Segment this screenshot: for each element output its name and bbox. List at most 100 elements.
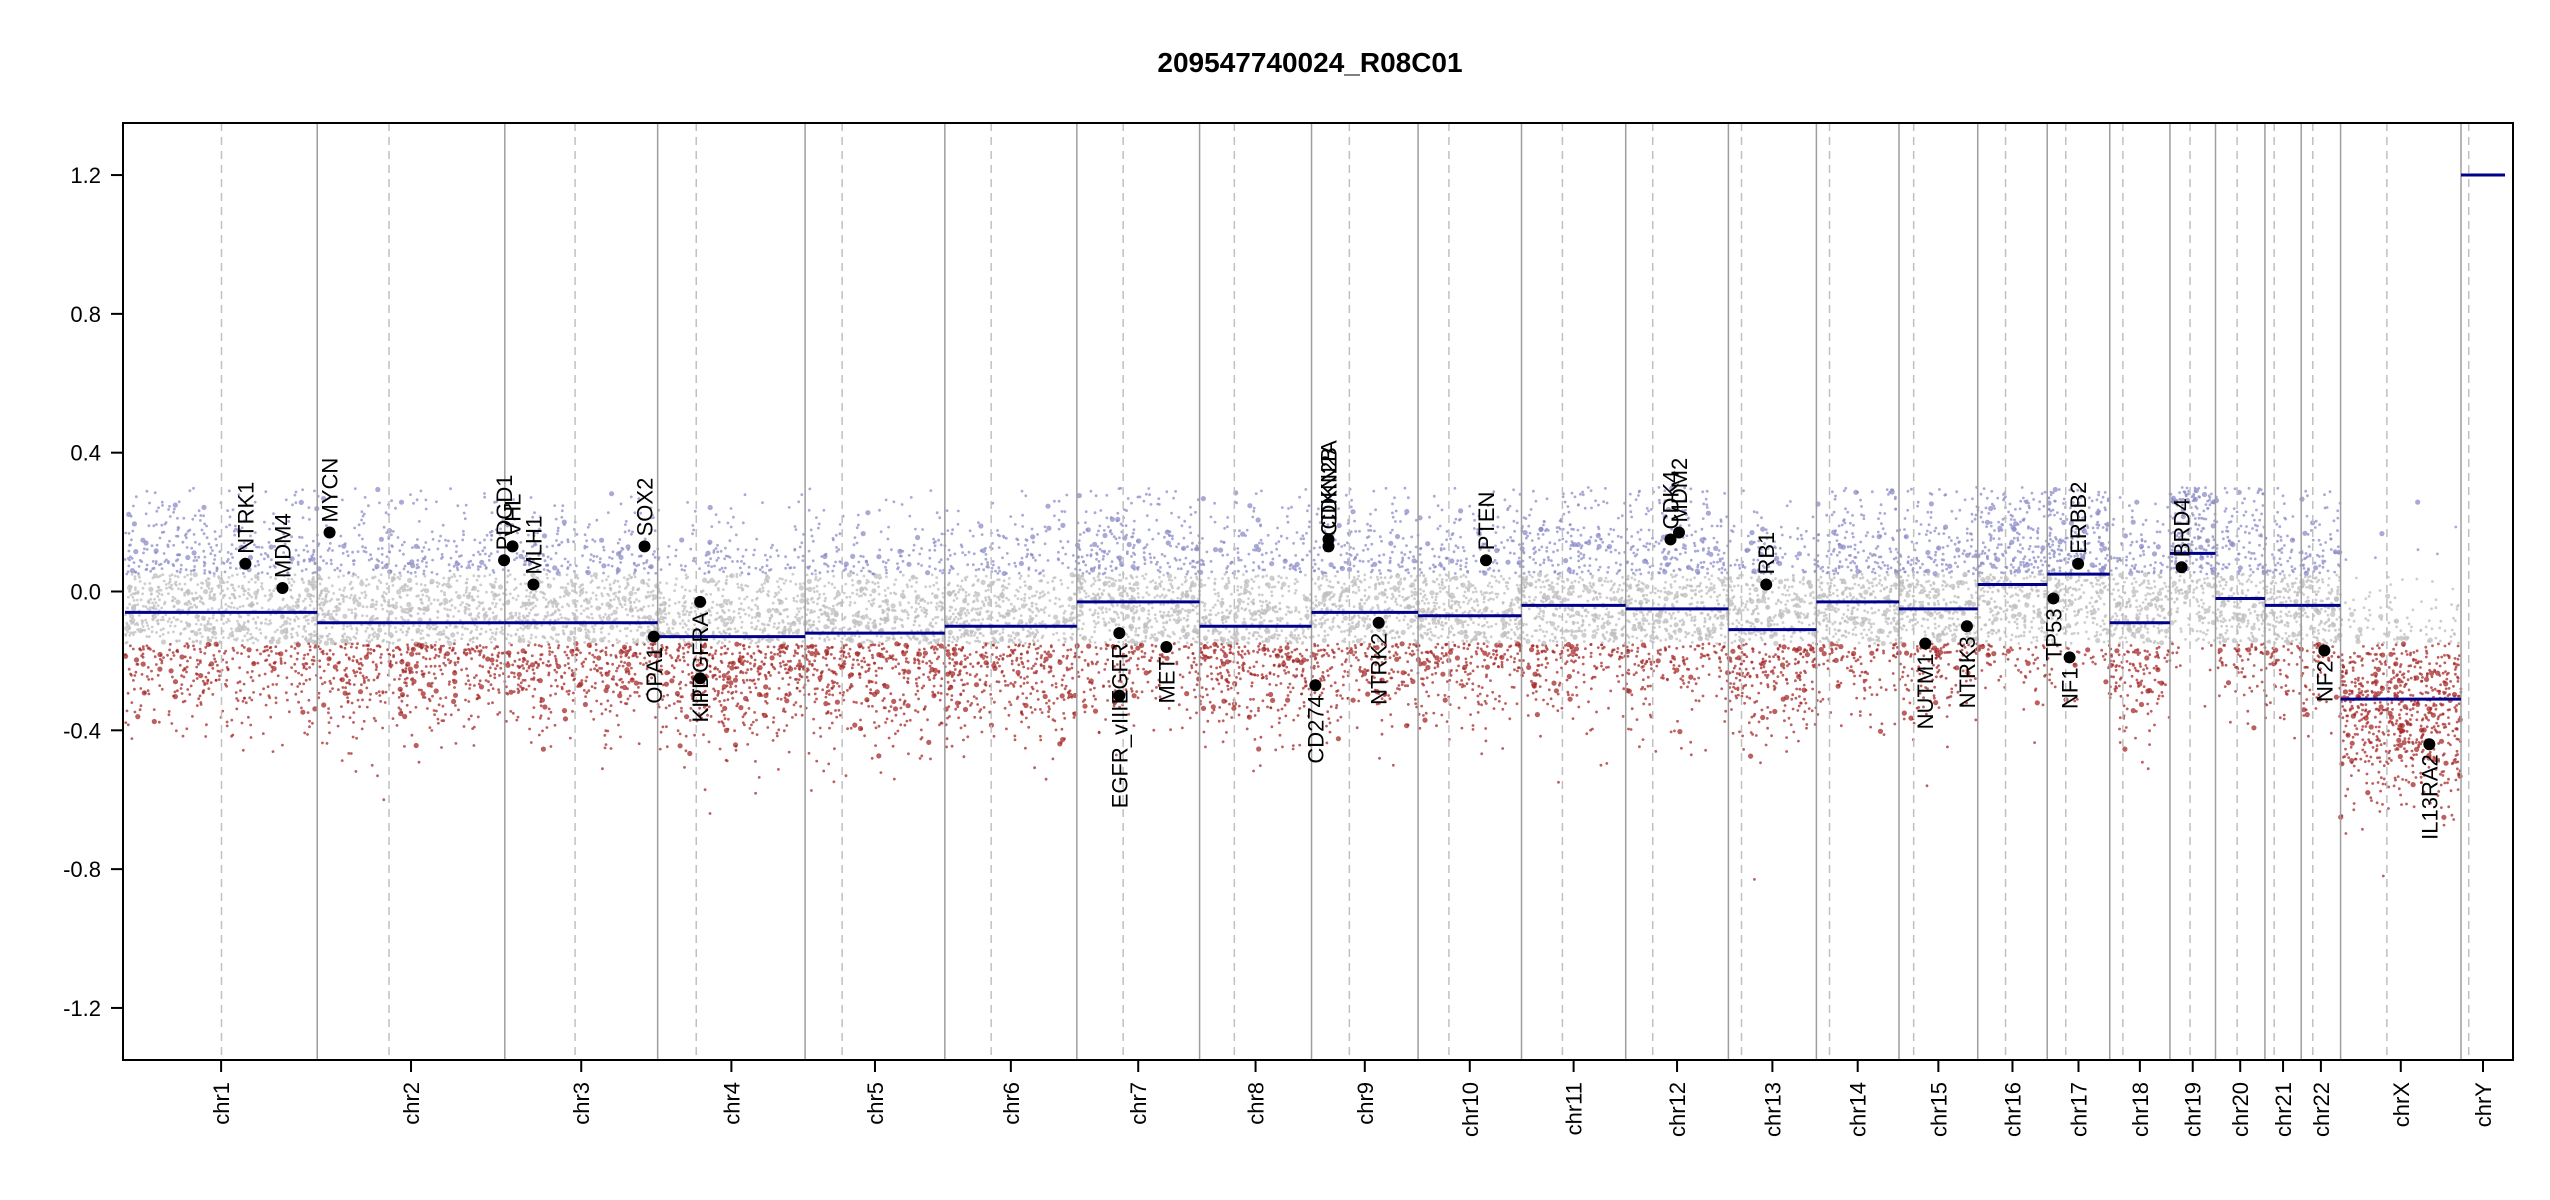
probe-point — [191, 517, 195, 521]
probe-point — [402, 552, 405, 556]
probe-point — [755, 590, 759, 594]
probe-point — [359, 667, 362, 671]
probe-point — [268, 527, 271, 531]
probe-point — [882, 706, 886, 710]
probe-point — [375, 644, 379, 648]
probe-point — [236, 527, 242, 534]
probe-point — [766, 608, 772, 614]
probe-point — [228, 523, 232, 527]
probe-point — [636, 609, 640, 613]
probe-point — [879, 530, 883, 534]
probe-point — [932, 583, 936, 587]
probe-point — [351, 659, 355, 663]
probe-point — [778, 611, 782, 615]
probe-point — [170, 620, 173, 624]
probe-point — [732, 742, 739, 748]
probe-point — [610, 564, 614, 568]
probe-point — [405, 607, 408, 611]
probe-point — [518, 615, 521, 618]
probe-point — [249, 736, 253, 739]
probe-point — [740, 620, 744, 624]
probe-point — [846, 727, 849, 731]
probe-point — [766, 580, 770, 584]
probe-point — [541, 729, 544, 733]
probe-point — [674, 716, 678, 720]
probe-point — [755, 611, 762, 617]
probe-point — [783, 696, 787, 700]
probe-point — [145, 567, 149, 571]
probe-point — [817, 522, 821, 526]
probe-point — [443, 653, 447, 657]
probe-point — [172, 502, 178, 508]
probe-point — [183, 699, 187, 703]
probe-point — [560, 676, 564, 679]
probe-point — [163, 602, 166, 606]
probe-point — [420, 629, 424, 632]
probe-point — [783, 663, 786, 667]
probe-point — [914, 693, 918, 696]
probe-point — [546, 583, 550, 586]
probe-point — [164, 613, 168, 617]
probe-point — [263, 594, 267, 598]
probe-point — [917, 659, 921, 663]
probe-point — [384, 632, 387, 635]
probe-point — [226, 617, 230, 621]
probe-point — [127, 667, 131, 671]
probe-point — [600, 626, 604, 630]
probe-point — [405, 703, 409, 707]
probe-point — [929, 601, 933, 604]
probe-point — [148, 582, 152, 585]
probe-point — [272, 512, 275, 515]
probe-point — [662, 620, 666, 623]
probe-point — [754, 566, 758, 570]
probe-point — [575, 599, 579, 603]
probe-point — [562, 523, 566, 526]
probe-point — [252, 691, 256, 694]
probe-point — [609, 704, 613, 707]
probe-point — [760, 694, 764, 697]
probe-point — [624, 608, 628, 611]
probe-point — [571, 699, 575, 702]
probe-point — [556, 568, 560, 572]
probe-point — [546, 611, 549, 614]
probe-point — [340, 705, 343, 708]
probe-point — [813, 667, 816, 671]
probe-point — [523, 651, 527, 654]
probe-point — [753, 682, 757, 686]
probe-point — [212, 630, 216, 633]
probe-point — [880, 666, 884, 670]
probe-point — [293, 641, 297, 645]
probe-point — [530, 662, 536, 668]
probe-point — [374, 719, 377, 723]
probe-point — [726, 628, 730, 631]
probe-point — [654, 571, 658, 575]
probe-point — [707, 539, 713, 545]
probe-point — [753, 662, 757, 666]
probe-point — [381, 607, 385, 611]
probe-point — [302, 599, 305, 603]
probe-point — [484, 645, 488, 649]
probe-point — [843, 561, 849, 567]
probe-point — [274, 577, 277, 581]
probe-point — [684, 643, 687, 647]
probe-point — [133, 687, 136, 691]
probe-point — [731, 696, 735, 700]
probe-point — [673, 602, 677, 605]
probe-point — [254, 580, 257, 584]
probe-point — [848, 627, 852, 631]
probe-point — [454, 591, 458, 594]
probe-point — [211, 635, 214, 639]
probe-point — [140, 629, 144, 633]
probe-point — [182, 516, 186, 520]
probe-point — [436, 547, 440, 551]
probe-point — [138, 647, 142, 650]
probe-point — [168, 515, 172, 518]
probe-point — [456, 568, 460, 572]
probe-point — [302, 548, 306, 552]
probe-point — [155, 631, 159, 634]
probe-point — [368, 617, 374, 623]
probe-point — [425, 565, 428, 568]
probe-point — [331, 687, 334, 690]
probe-point — [180, 683, 184, 686]
probe-point — [775, 731, 779, 735]
